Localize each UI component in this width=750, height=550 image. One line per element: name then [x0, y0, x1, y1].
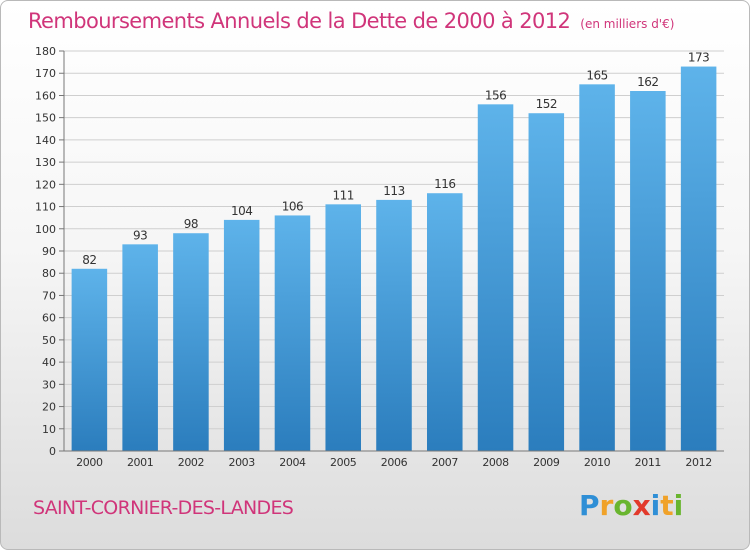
- data-label: 156: [485, 88, 506, 102]
- logo-letter: o: [613, 489, 633, 522]
- data-label: 93: [133, 228, 147, 242]
- data-label: 98: [184, 217, 198, 231]
- y-tick-label: 120: [35, 178, 56, 191]
- data-labels: 82 93 98 104 106 111 113 116 156 152 165 162 173: [82, 51, 710, 267]
- bar-2003: [223, 219, 260, 451]
- x-tick-label: 2011: [635, 456, 661, 469]
- data-label: 111: [333, 188, 354, 202]
- bar-2007: [427, 193, 463, 451]
- logo-letter: i: [650, 489, 661, 522]
- y-tick-label: 50: [42, 334, 56, 347]
- bar-2011: [630, 91, 666, 451]
- bar-2009: [528, 113, 565, 451]
- logo-letter: P: [579, 489, 600, 522]
- x-tick-label: 2009: [533, 456, 560, 469]
- bar-2004: [274, 215, 311, 451]
- y-tick-label: 180: [35, 45, 56, 58]
- x-tick-label: 2012: [685, 456, 711, 469]
- x-tick-label: 2005: [330, 456, 357, 469]
- data-label: 82: [82, 253, 96, 267]
- bars: [71, 66, 717, 452]
- y-tick-label: 100: [35, 223, 56, 236]
- y-tick-label: 90: [42, 245, 56, 258]
- data-label: 152: [536, 97, 557, 111]
- y-axis: 0 10 20 30 40 50 60 70 80 90 100 110 120 130 140 150 160…: [35, 45, 65, 458]
- logo-letter: x: [632, 489, 651, 522]
- x-axis: 2000 2001 2002 2003 2004 2005 2006 2007 2008 2009…: [64, 450, 724, 469]
- logo-letter: r: [599, 489, 614, 522]
- data-label: 116: [434, 177, 455, 191]
- x-tick-label: 2008: [482, 456, 509, 469]
- chart-title: Remboursements Annuels de la Dette de 20…: [28, 9, 674, 33]
- x-tick-label: 2006: [381, 456, 408, 469]
- y-tick-label: 80: [42, 267, 56, 280]
- y-tick-label: 10: [42, 423, 56, 436]
- chart-subtitle: (en milliers d'€): [580, 17, 675, 31]
- data-label: 104: [231, 204, 252, 218]
- x-tick-label: 2007: [432, 456, 459, 469]
- y-tick-label: 70: [42, 289, 56, 302]
- data-label: 113: [383, 184, 404, 198]
- y-tick-label: 150: [35, 112, 56, 125]
- bar-2000: [71, 268, 108, 451]
- bar-2006: [376, 199, 412, 451]
- x-tick-label: 2010: [584, 456, 611, 469]
- logo-letter: i: [673, 489, 684, 522]
- y-tick-label: 160: [35, 89, 56, 102]
- y-tick-label: 30: [42, 378, 56, 391]
- bar-2012: [680, 66, 717, 452]
- proxiti-logo: Proxiti: [579, 489, 683, 522]
- bar-2001: [122, 244, 158, 451]
- y-tick-label: 20: [42, 401, 56, 414]
- bar-2008: [477, 104, 514, 451]
- x-tick-label: 2004: [279, 456, 306, 469]
- bar-2002: [173, 233, 209, 451]
- x-tick-label: 2001: [127, 456, 153, 469]
- x-tick-label: 2000: [76, 456, 103, 469]
- y-tick-label: 0: [49, 445, 56, 458]
- x-tick-label: 2002: [178, 456, 204, 469]
- data-label: 106: [282, 199, 303, 213]
- logo-letter: t: [660, 489, 674, 522]
- y-tick-label: 140: [35, 134, 56, 147]
- bar-2010: [579, 84, 615, 451]
- data-label: 165: [586, 68, 607, 82]
- bar-2005: [325, 204, 361, 451]
- commune-name: SAINT-CORNIER-DES-LANDES: [33, 497, 294, 519]
- y-tick-label: 170: [35, 67, 56, 80]
- chart-title-text: Remboursements Annuels de la Dette de 20…: [28, 9, 571, 33]
- x-tick-label: 2003: [228, 456, 255, 469]
- y-tick-label: 40: [42, 356, 56, 369]
- data-label: 162: [637, 75, 658, 89]
- data-label: 173: [688, 51, 709, 65]
- y-tick-label: 60: [42, 312, 56, 325]
- y-tick-label: 130: [35, 156, 56, 169]
- y-tick-label: 110: [35, 201, 56, 214]
